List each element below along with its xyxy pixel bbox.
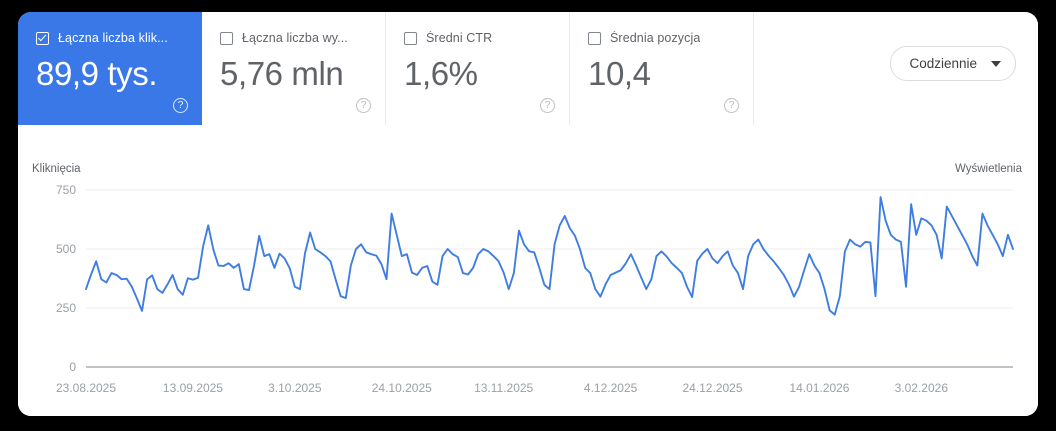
y-tick-labels: 0 250 500 750 — [56, 183, 76, 374]
metric-value: 1,6% — [404, 55, 478, 92]
metric-label: Łączna liczba klik... — [58, 31, 168, 45]
chart-plot: 0 250 500 750 23.08.2025 13.09.2025 3.10.2025… — [56, 183, 1014, 395]
svg-text:24.10.2025: 24.10.2025 — [372, 381, 432, 395]
period-select-button[interactable]: Codziennie — [890, 46, 1016, 81]
svg-text:750: 750 — [56, 183, 76, 197]
metrics-row: Łączna liczba klik... 89,9 tys. ? Łączna… — [18, 12, 1038, 125]
svg-text:23.08.2025: 23.08.2025 — [56, 381, 116, 395]
svg-text:14.01.2026: 14.01.2026 — [789, 381, 849, 395]
svg-text:4.12.2025: 4.12.2025 — [584, 381, 638, 395]
svg-text:13.09.2025: 13.09.2025 — [163, 381, 223, 395]
search-performance-card: Łączna liczba klik... 89,9 tys. ? Łączna… — [18, 12, 1038, 416]
metric-card-total-clicks[interactable]: Łączna liczba klik... 89,9 tys. ? — [18, 12, 202, 125]
help-icon[interactable]: ? — [173, 98, 188, 113]
svg-text:0: 0 — [69, 360, 76, 374]
y-axis-title-impressions: Wyświetlenia — [954, 163, 1022, 175]
checkbox-average-position[interactable] — [588, 31, 601, 45]
metric-label: Łączna liczba wy... — [242, 31, 348, 45]
metric-card-average-ctr[interactable]: Średni CTR 1,6% ? — [386, 12, 570, 125]
svg-text:13.11.2025: 13.11.2025 — [474, 381, 533, 395]
performance-chart: Kliknięcia Wyświetlenia 0 250 500 750 23.08… — [18, 125, 1038, 416]
metric-value: 10,4 — [588, 55, 651, 92]
gridlines — [86, 189, 1013, 368]
metric-value: 89,9 tys. — [36, 55, 158, 92]
metric-head: Łączna liczba wy... — [220, 30, 385, 46]
metric-label: Średni CTR — [426, 31, 493, 45]
period-select-label: Codziennie — [909, 56, 977, 71]
metric-card-average-position[interactable]: Średnia pozycja 10,4 ? — [570, 12, 754, 125]
svg-text:24.12.2025: 24.12.2025 — [682, 381, 742, 395]
chevron-down-icon — [991, 60, 1001, 67]
svg-text:3.10.2025: 3.10.2025 — [268, 381, 322, 395]
x-tick-labels: 23.08.2025 13.09.2025 3.10.2025 24.10.2025 1… — [56, 381, 948, 395]
y-axis-title-clicks: Kliknięcia — [32, 163, 81, 175]
svg-text:500: 500 — [56, 242, 76, 256]
metric-head: Łączna liczba klik... — [36, 30, 202, 46]
metric-card-total-impressions[interactable]: Łączna liczba wy... 5,76 mln ? — [202, 12, 386, 125]
help-icon[interactable]: ? — [724, 98, 739, 113]
checkbox-total-impressions[interactable] — [220, 31, 233, 45]
checkbox-average-ctr[interactable] — [404, 31, 417, 45]
svg-text:3.02.2026: 3.02.2026 — [895, 381, 949, 395]
metric-head: Średni CTR — [404, 30, 569, 46]
metric-value: 5,76 mln — [220, 55, 344, 92]
clicks-series — [85, 196, 1014, 316]
metric-label: Średnia pozycja — [610, 31, 701, 45]
help-icon[interactable]: ? — [356, 98, 371, 113]
metric-head: Średnia pozycja — [588, 30, 753, 46]
help-icon[interactable]: ? — [540, 98, 555, 113]
checkbox-total-clicks[interactable] — [36, 31, 49, 45]
svg-text:250: 250 — [56, 301, 76, 315]
toolbar-spacer: Codziennie — [754, 12, 1038, 125]
